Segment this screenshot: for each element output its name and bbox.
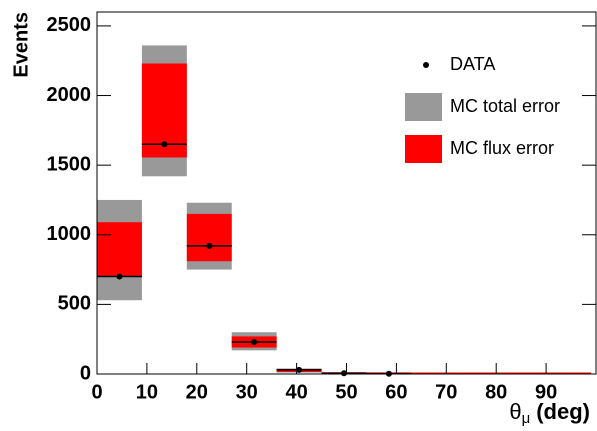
data-point xyxy=(251,338,258,345)
y-tick-label: 500 xyxy=(58,293,91,315)
x-tick-label: 90 xyxy=(535,381,557,403)
y-axis-label: Events xyxy=(10,12,32,78)
legend-swatch xyxy=(405,135,442,163)
x-tick-label: 20 xyxy=(186,381,208,403)
legend-swatch xyxy=(405,93,442,121)
y-tick-label: 1500 xyxy=(47,153,92,175)
x-axis-label: θμ (deg) xyxy=(509,399,590,427)
legend-label: MC flux error xyxy=(450,138,554,158)
error-band xyxy=(411,372,457,374)
x-tick-label: 0 xyxy=(91,381,102,403)
x-tick-label: 40 xyxy=(285,381,307,403)
data-point xyxy=(206,242,213,249)
error-band xyxy=(546,372,592,374)
x-tick-label: 50 xyxy=(335,381,357,403)
data-point xyxy=(116,273,123,280)
y-tick-label: 2000 xyxy=(47,84,92,106)
x-tick-label: 80 xyxy=(485,381,507,403)
error-band xyxy=(97,222,142,277)
error-band xyxy=(186,213,232,262)
legend-label: DATA xyxy=(450,54,495,74)
x-tick-label: 60 xyxy=(385,381,407,403)
x-label-subscript: μ xyxy=(522,410,531,427)
data-point xyxy=(161,141,168,148)
x-tick-label: 10 xyxy=(136,381,158,403)
legend-label: MC total error xyxy=(450,96,560,116)
y-tick-label: 0 xyxy=(80,362,91,384)
error-band xyxy=(501,372,547,374)
x-tick-label: 30 xyxy=(236,381,258,403)
x-label-symbol: θ xyxy=(509,399,521,424)
x-tick-label: 70 xyxy=(435,381,457,403)
y-tick-label: 1000 xyxy=(47,223,92,245)
legend-marker xyxy=(423,62,429,68)
data-point xyxy=(341,370,348,377)
x-label-unit: (deg) xyxy=(536,399,590,424)
y-tick-label: 2500 xyxy=(47,14,92,36)
error-band xyxy=(456,372,502,374)
data-point xyxy=(296,366,303,373)
